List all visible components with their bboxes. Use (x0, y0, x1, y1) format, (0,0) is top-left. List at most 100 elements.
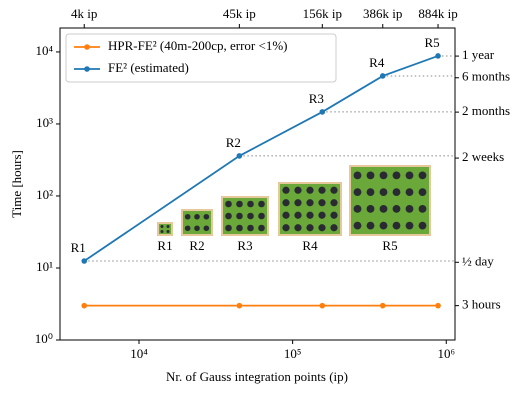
y2-tick-label: 3 hours (462, 297, 501, 312)
illustration-fiber (294, 224, 302, 232)
plot-frame (59, 27, 456, 341)
data-point (379, 302, 386, 309)
x-tick-label: 10⁵ (284, 346, 302, 361)
illustration-fiber (306, 186, 314, 194)
y2-tick-label: 6 months (462, 69, 510, 84)
x-tick-label: 10⁴ (130, 346, 148, 361)
illustration-fiber (258, 212, 265, 220)
illustration-fiber (318, 224, 326, 232)
data-point (81, 302, 88, 309)
y-tick-label: 10² (36, 187, 53, 202)
illustration-fiber (405, 221, 414, 230)
x-tick-label: 10⁶ (437, 346, 455, 361)
illustration-body (351, 167, 429, 234)
illustration-fiber (405, 171, 414, 180)
illustration-fiber (225, 224, 232, 232)
illustration-fiber (306, 224, 314, 232)
x2-tick-label: 4k ip (71, 6, 97, 21)
illustration-fiber (392, 188, 401, 197)
illustration-fiber (194, 225, 200, 232)
illustration-fiber (166, 225, 170, 228)
illustration-fiber (306, 211, 314, 219)
illustration-fiber (330, 224, 338, 232)
illustration-fiber (353, 171, 362, 180)
illustration-fiber (405, 204, 414, 213)
illustration-body (159, 224, 171, 234)
y-axis-label: Time [hours] (9, 150, 24, 218)
illustration-fiber (379, 171, 388, 180)
illustration-fiber (418, 204, 427, 213)
data-point (81, 258, 88, 264)
illustration-fiber (160, 230, 164, 233)
x-axis-label: Nr. of Gauss integration points (ip) (166, 369, 348, 384)
illustration-fiber (366, 188, 375, 197)
illustration-fiber (294, 186, 302, 194)
illustration-fiber (282, 186, 290, 194)
illustration-fiber (318, 186, 326, 194)
illustration-fiber (282, 224, 290, 232)
illustration-fiber (318, 211, 326, 219)
x2-tick-label: 45k ip (223, 6, 256, 21)
data-point (236, 302, 243, 309)
illustration-fiber (247, 212, 254, 220)
x2-tick-label: 386k ip (363, 6, 402, 21)
illustration-fiber (247, 200, 254, 208)
illustration-fiber (258, 200, 265, 208)
data-point (319, 302, 326, 309)
y2-tick-label: ½ day (462, 253, 494, 268)
illustration-fiber (418, 188, 427, 197)
illustration-fiber (330, 211, 338, 219)
illustration-fiber (353, 221, 362, 230)
data-point (379, 73, 386, 79)
x2-tick-label: 156k ip (303, 6, 342, 21)
illustration-fiber (247, 224, 254, 232)
illustration-fiber (258, 224, 265, 232)
illustration-fiber (392, 204, 401, 213)
illustration-fiber (160, 225, 164, 228)
illustration-fiber (184, 225, 191, 232)
y2-tick-label: 1 year (462, 47, 495, 62)
illustration-fiber (330, 186, 338, 194)
illustration-fiber (379, 188, 388, 197)
y-tick-label: 10³ (36, 115, 53, 130)
y2-tick-label: 2 months (462, 103, 510, 118)
legend-box (65, 33, 337, 83)
illustration-fiber (379, 204, 388, 213)
data-point (236, 153, 243, 159)
data-point (435, 302, 441, 309)
legend-marker (84, 44, 90, 50)
illustration-fiber (203, 213, 210, 220)
illustration-fiber (194, 213, 200, 220)
x2-tick-label: 884k ip (418, 6, 457, 21)
illustration-fiber (203, 225, 210, 232)
data-point (435, 53, 441, 59)
data-point (319, 109, 326, 115)
illustration-fiber (353, 188, 362, 197)
point-label: R5 (424, 35, 439, 50)
illustration-fiber (418, 221, 427, 230)
point-label: R2 (226, 135, 241, 150)
legend-label: HPR-FE² (40m-200cp, error <1%) (108, 38, 287, 53)
illustration-fiber (184, 213, 191, 220)
illustration-fiber (366, 204, 375, 213)
y-tick-label: 10⁴ (35, 43, 53, 58)
illustration-label: R4 (302, 238, 318, 253)
illustration-fiber (318, 199, 326, 207)
illustration-fiber (294, 199, 302, 207)
illustration-fiber (236, 212, 243, 220)
illustration-fiber (236, 200, 243, 208)
illustration-label: R2 (189, 238, 204, 253)
legend-marker (84, 66, 90, 72)
y-tick-label: 10¹ (36, 259, 53, 274)
illustration-fiber (366, 171, 375, 180)
illustration-fiber (392, 221, 401, 230)
illustration-fiber (236, 224, 243, 232)
illustration-fiber (166, 230, 170, 233)
illustration-label: R3 (237, 238, 252, 253)
illustration-fiber (225, 200, 232, 208)
illustration-fiber (379, 221, 388, 230)
illustration-fiber (294, 211, 302, 219)
y2-tick-label: 2 weeks (462, 149, 504, 164)
point-label: R4 (369, 55, 385, 70)
